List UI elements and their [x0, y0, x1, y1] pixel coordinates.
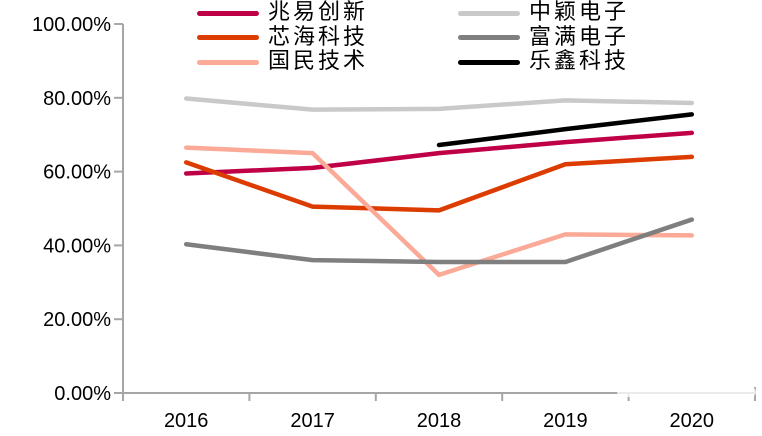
legend-swatch-icon	[458, 59, 520, 65]
legend-swatch-icon	[458, 35, 520, 41]
series-line-中颖电子	[183, 96, 695, 112]
legend-swatch-icon	[197, 10, 259, 16]
legend-label: 乐鑫科技	[529, 49, 630, 75]
y-axis-tick-label: 100.00%	[32, 14, 111, 36]
x-axis: 2016 2017 2018 2019 2020	[122, 387, 756, 432]
series-line-富满电子	[183, 217, 695, 265]
series-line-芯海科技	[183, 154, 695, 213]
legend-label: 富满电子	[529, 24, 630, 50]
x-axis-tick-label: 2018	[417, 410, 462, 432]
x-axis-tick-label: 2016	[164, 410, 209, 432]
series-line-国民技术	[183, 145, 695, 278]
legend-swatch-icon	[458, 10, 520, 16]
legend-item: 乐鑫科技	[458, 50, 629, 75]
x-axis-tick-label: 2019	[543, 410, 588, 432]
x-axis-tick-label: 2020	[670, 410, 715, 432]
legend-item: 富满电子	[458, 26, 629, 51]
y-axis: 0.00% 20.00% 40.00% 60.00% 80.00% 100.00%	[32, 14, 124, 405]
legend-item: 中颖电子	[458, 1, 629, 26]
legend-label: 兆易创新	[268, 0, 369, 26]
y-axis-tick-label: 0.00%	[54, 383, 111, 405]
y-axis-tick-label: 80.00%	[43, 88, 111, 110]
x-axis-tick-label: 2017	[290, 410, 335, 432]
watermark	[617, 387, 756, 397]
legend-column-left: 兆易创新 芯海科技 国民技术	[197, 1, 368, 75]
legend-label: 中颖电子	[529, 0, 630, 26]
y-axis-tick-label: 60.00%	[43, 162, 111, 184]
legend-label: 芯海科技	[268, 24, 369, 50]
legend-item: 国民技术	[197, 50, 368, 75]
y-axis-tick-label: 40.00%	[43, 235, 111, 257]
series-lines	[183, 96, 695, 278]
legend-swatch-icon	[197, 35, 259, 41]
legend-swatch-icon	[197, 59, 259, 65]
legend-item: 芯海科技	[197, 26, 368, 51]
legend-label: 国民技术	[268, 49, 369, 75]
legend-column-right: 中颖电子 富满电子 乐鑫科技	[458, 1, 629, 75]
series-line-乐鑫科技	[436, 112, 695, 148]
legend-item: 兆易创新	[197, 1, 368, 26]
series-line-兆易创新	[183, 130, 695, 176]
y-axis-tick-label: 20.00%	[43, 309, 111, 331]
